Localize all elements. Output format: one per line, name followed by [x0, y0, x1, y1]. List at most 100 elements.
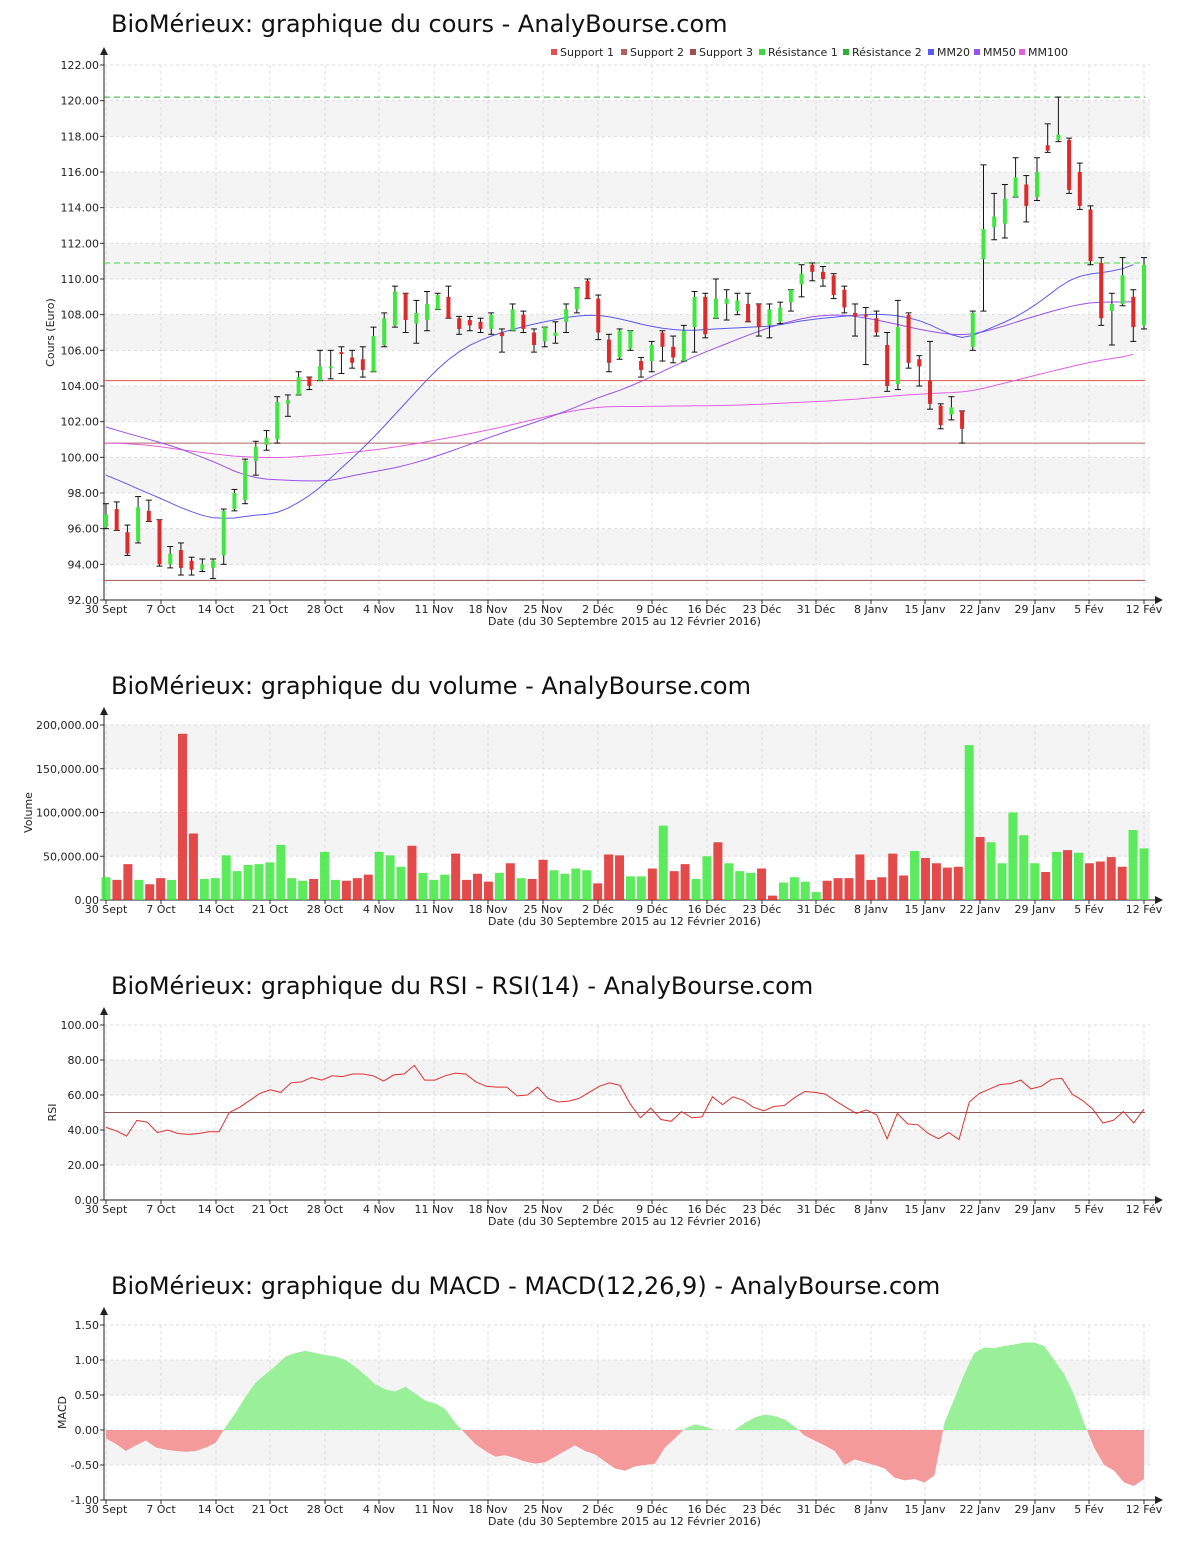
volume-bar: [953, 866, 963, 900]
candle-body: [221, 510, 226, 556]
volume-bar: [1052, 851, 1062, 900]
volume-bar: [691, 879, 701, 900]
x-tick-label: 18 Nov: [469, 903, 508, 916]
volume-bar: [429, 879, 439, 900]
macd-negative-area: [1087, 1430, 1144, 1486]
candle-body: [478, 321, 483, 329]
y-tick-label: 200,000.00: [36, 719, 99, 732]
y-tick-label: 110.00: [61, 273, 100, 286]
candle-down: [1087, 205, 1094, 266]
candle-body: [820, 271, 825, 279]
x-tick-label: 23 Déc: [743, 603, 782, 616]
volume-bar: [647, 868, 657, 900]
candle-up: [980, 164, 987, 312]
volume-bar: [1128, 830, 1138, 900]
x-axis-arrow: [1155, 596, 1163, 604]
y-axis-arrow: [100, 47, 108, 55]
volume-bar: [156, 878, 166, 900]
candle-body: [992, 216, 997, 228]
candle-body: [553, 332, 558, 337]
volume-bar: [1106, 857, 1116, 900]
candle-body: [735, 300, 740, 312]
volume-bar: [986, 842, 996, 900]
candle-down: [819, 266, 826, 287]
candle-down: [926, 340, 933, 410]
candle-body: [339, 352, 344, 355]
candle-body: [253, 446, 258, 461]
volume-bar: [866, 879, 876, 900]
candle-body: [168, 553, 173, 565]
candle-body: [713, 298, 718, 319]
y-tick-label: 92.00: [68, 594, 100, 607]
candle-up: [295, 371, 302, 396]
x-tick-label: 18 Nov: [469, 1503, 508, 1516]
x-tick-label: 14 Oct: [198, 1503, 235, 1516]
candle-down: [937, 403, 944, 430]
x-tick-label: 11 Nov: [415, 1203, 454, 1216]
x-tick-label: 7 Oct: [146, 1203, 176, 1216]
x-tick-label: 4 Nov: [363, 1503, 395, 1516]
y-tick-label: 1.00: [75, 1354, 100, 1367]
volume-bar: [1095, 861, 1105, 900]
y-tick-label: 60.00: [68, 1089, 100, 1102]
macd-positive-area: [223, 1350, 462, 1430]
candle-up: [199, 558, 206, 572]
candle-up: [167, 546, 174, 569]
x-tick-label: 21 Oct: [252, 1203, 289, 1216]
volume-bar: [636, 876, 646, 900]
candle-body: [981, 229, 986, 260]
volume-bar: [680, 864, 690, 900]
candle-up: [648, 340, 655, 373]
candle-body: [382, 318, 387, 345]
candle-up: [370, 326, 377, 373]
candle-body: [446, 296, 451, 319]
legend-entry: Support 3: [699, 46, 753, 59]
candle-body: [1034, 172, 1039, 197]
candle-down: [456, 315, 463, 335]
volume-bar: [374, 851, 384, 900]
y-tick-label: 1.50: [75, 1319, 100, 1332]
volume-bar: [145, 884, 155, 900]
x-tick-label: 12 Fév: [1126, 903, 1163, 916]
candle-body: [285, 400, 290, 404]
x-tick-label: 22 Janv: [960, 903, 1001, 916]
y-tick-label: 106.00: [61, 344, 100, 357]
candle-down: [595, 294, 602, 341]
x-tick-label: 29 Janv: [1015, 1203, 1056, 1216]
candle-body: [157, 519, 162, 565]
candle-down: [306, 376, 313, 391]
volume-bar: [658, 825, 668, 900]
candle-body: [403, 293, 408, 321]
grid-band: [104, 528, 1150, 565]
volume-bar: [309, 879, 319, 900]
candle-body: [457, 318, 462, 329]
candle-body: [307, 377, 312, 386]
y-tick-label: 118.00: [61, 130, 100, 143]
candle-body: [703, 296, 708, 335]
y-tick-label: 116.00: [61, 166, 100, 179]
candle-down: [177, 542, 184, 576]
macd-negative-area: [462, 1430, 684, 1471]
candle-body: [1002, 198, 1007, 224]
candle-down: [188, 556, 195, 576]
candle-body: [232, 493, 237, 510]
candle-up: [1108, 292, 1115, 346]
legend-entry: Résistance 2: [852, 46, 922, 59]
volume-bar: [287, 878, 297, 900]
candle-body: [264, 437, 269, 445]
legend-swatch: [690, 49, 696, 55]
x-tick-label: 7 Oct: [146, 603, 176, 616]
candle-up: [424, 290, 431, 332]
volume-bar: [330, 879, 340, 900]
candle-up: [488, 312, 495, 335]
y-tick-label: -1.00: [71, 1494, 99, 1507]
grid-band: [104, 243, 1150, 279]
candle-body: [724, 298, 729, 304]
x-tick-label: 15 Janv: [905, 1503, 946, 1516]
candle-up: [991, 192, 998, 241]
volume-bar: [789, 877, 799, 900]
price-chart-panel: BioMérieux: graphique du cours - AnalyBo…: [0, 0, 1200, 640]
mm50-line: [105, 301, 1134, 482]
volume-bar: [571, 868, 581, 900]
y-tick-label: 120.00: [61, 95, 100, 108]
